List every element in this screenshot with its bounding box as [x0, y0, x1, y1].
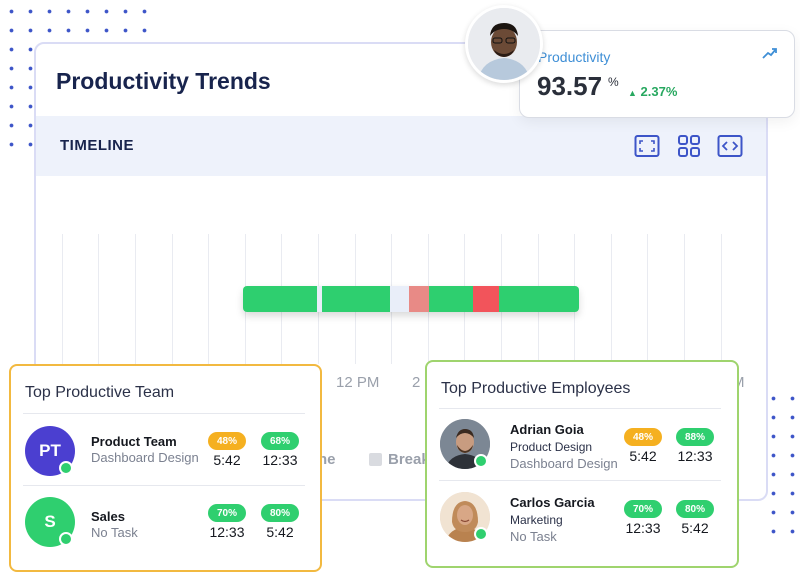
team-task: Dashboard Design — [91, 450, 199, 465]
employee-department: Marketing — [510, 513, 563, 527]
timeline-segment-productive — [499, 286, 579, 312]
timeline-segment-unproductive — [409, 286, 429, 312]
page-title: Productivity Trends — [56, 68, 271, 94]
timeline-chart: 12 PM 2 M ne Break — [36, 176, 766, 499]
team-task: No Task — [91, 525, 138, 540]
percent-badge: 80% — [261, 504, 299, 522]
percent-badge: 70% — [208, 504, 246, 522]
timeline-label: TIMELINE — [60, 137, 134, 154]
employee-department: Product Design — [510, 440, 593, 454]
employee-name: Adrian Goia — [510, 422, 584, 437]
productivity-change: ▲ 2.37% — [628, 84, 677, 99]
divider — [23, 413, 305, 414]
employee-name: Carlos Garcia — [510, 495, 595, 510]
timeline-header: TIMELINE — [36, 116, 766, 176]
grid-icon[interactable] — [676, 134, 702, 158]
productivity-unit: % — [608, 75, 619, 89]
online-status-dot — [59, 532, 73, 546]
timeline-segment-unproductive — [473, 286, 499, 312]
divider — [23, 485, 305, 486]
timeline-segment-idle — [390, 286, 409, 312]
employee-task: No Task — [510, 529, 557, 544]
time-value: 12:33 — [209, 524, 245, 540]
team-name: Product Team — [91, 434, 177, 449]
online-status-dot — [59, 461, 73, 475]
trend-line-icon — [762, 48, 777, 59]
percent-badge: 88% — [676, 428, 714, 446]
trend-up-icon: ▲ — [628, 88, 637, 98]
timeline-segment-productive — [429, 286, 473, 312]
percent-badge: 80% — [676, 500, 714, 518]
time-value: 12:33 — [625, 520, 661, 536]
time-value: 12:33 — [262, 452, 298, 468]
code-icon[interactable] — [717, 134, 743, 158]
top-productive-team-card: Top Productive Team PT Product Team Dash… — [9, 364, 322, 572]
percent-badge: 48% — [624, 428, 662, 446]
time-value: 5:42 — [213, 452, 241, 468]
time-value: 5:42 — [681, 520, 709, 536]
percent-badge: 70% — [624, 500, 662, 518]
timeline-tick: 2 — [412, 374, 421, 391]
legend-item-break: Break — [388, 451, 430, 468]
time-value: 5:42 — [629, 448, 657, 464]
time-value: 12:33 — [677, 448, 713, 464]
avatar — [465, 5, 543, 83]
legend-item-productive: ne — [318, 451, 336, 468]
online-status-dot — [474, 527, 488, 541]
online-status-dot — [474, 454, 488, 468]
employee-task: Dashboard Design — [510, 456, 618, 471]
productivity-label: Productivity — [538, 49, 611, 65]
productivity-stat-card: Productivity 93.57 % ▲ 2.37% — [519, 30, 795, 118]
divider — [439, 408, 721, 409]
divider — [439, 480, 721, 481]
top-productive-employees-card: Top Productive Employees Adrian Goia Pro… — [425, 360, 739, 568]
time-value: 5:42 — [266, 524, 294, 540]
card-title: Top Productive Employees — [441, 380, 631, 397]
timeline-segment-idle — [317, 286, 322, 312]
team-name: Sales — [91, 509, 125, 524]
timeline-segment-productive — [243, 286, 317, 312]
timeline-tick: 12 PM — [336, 374, 380, 391]
timeline-segment-productive — [322, 286, 390, 312]
fullscreen-icon[interactable] — [634, 134, 660, 158]
card-title: Top Productive Team — [25, 384, 175, 401]
productivity-value: 93.57 — [537, 71, 603, 101]
percent-badge: 68% — [261, 432, 299, 450]
legend-break-swatch — [369, 453, 382, 466]
percent-badge: 48% — [208, 432, 246, 450]
productivity-change-value: 2.37% — [640, 84, 678, 99]
